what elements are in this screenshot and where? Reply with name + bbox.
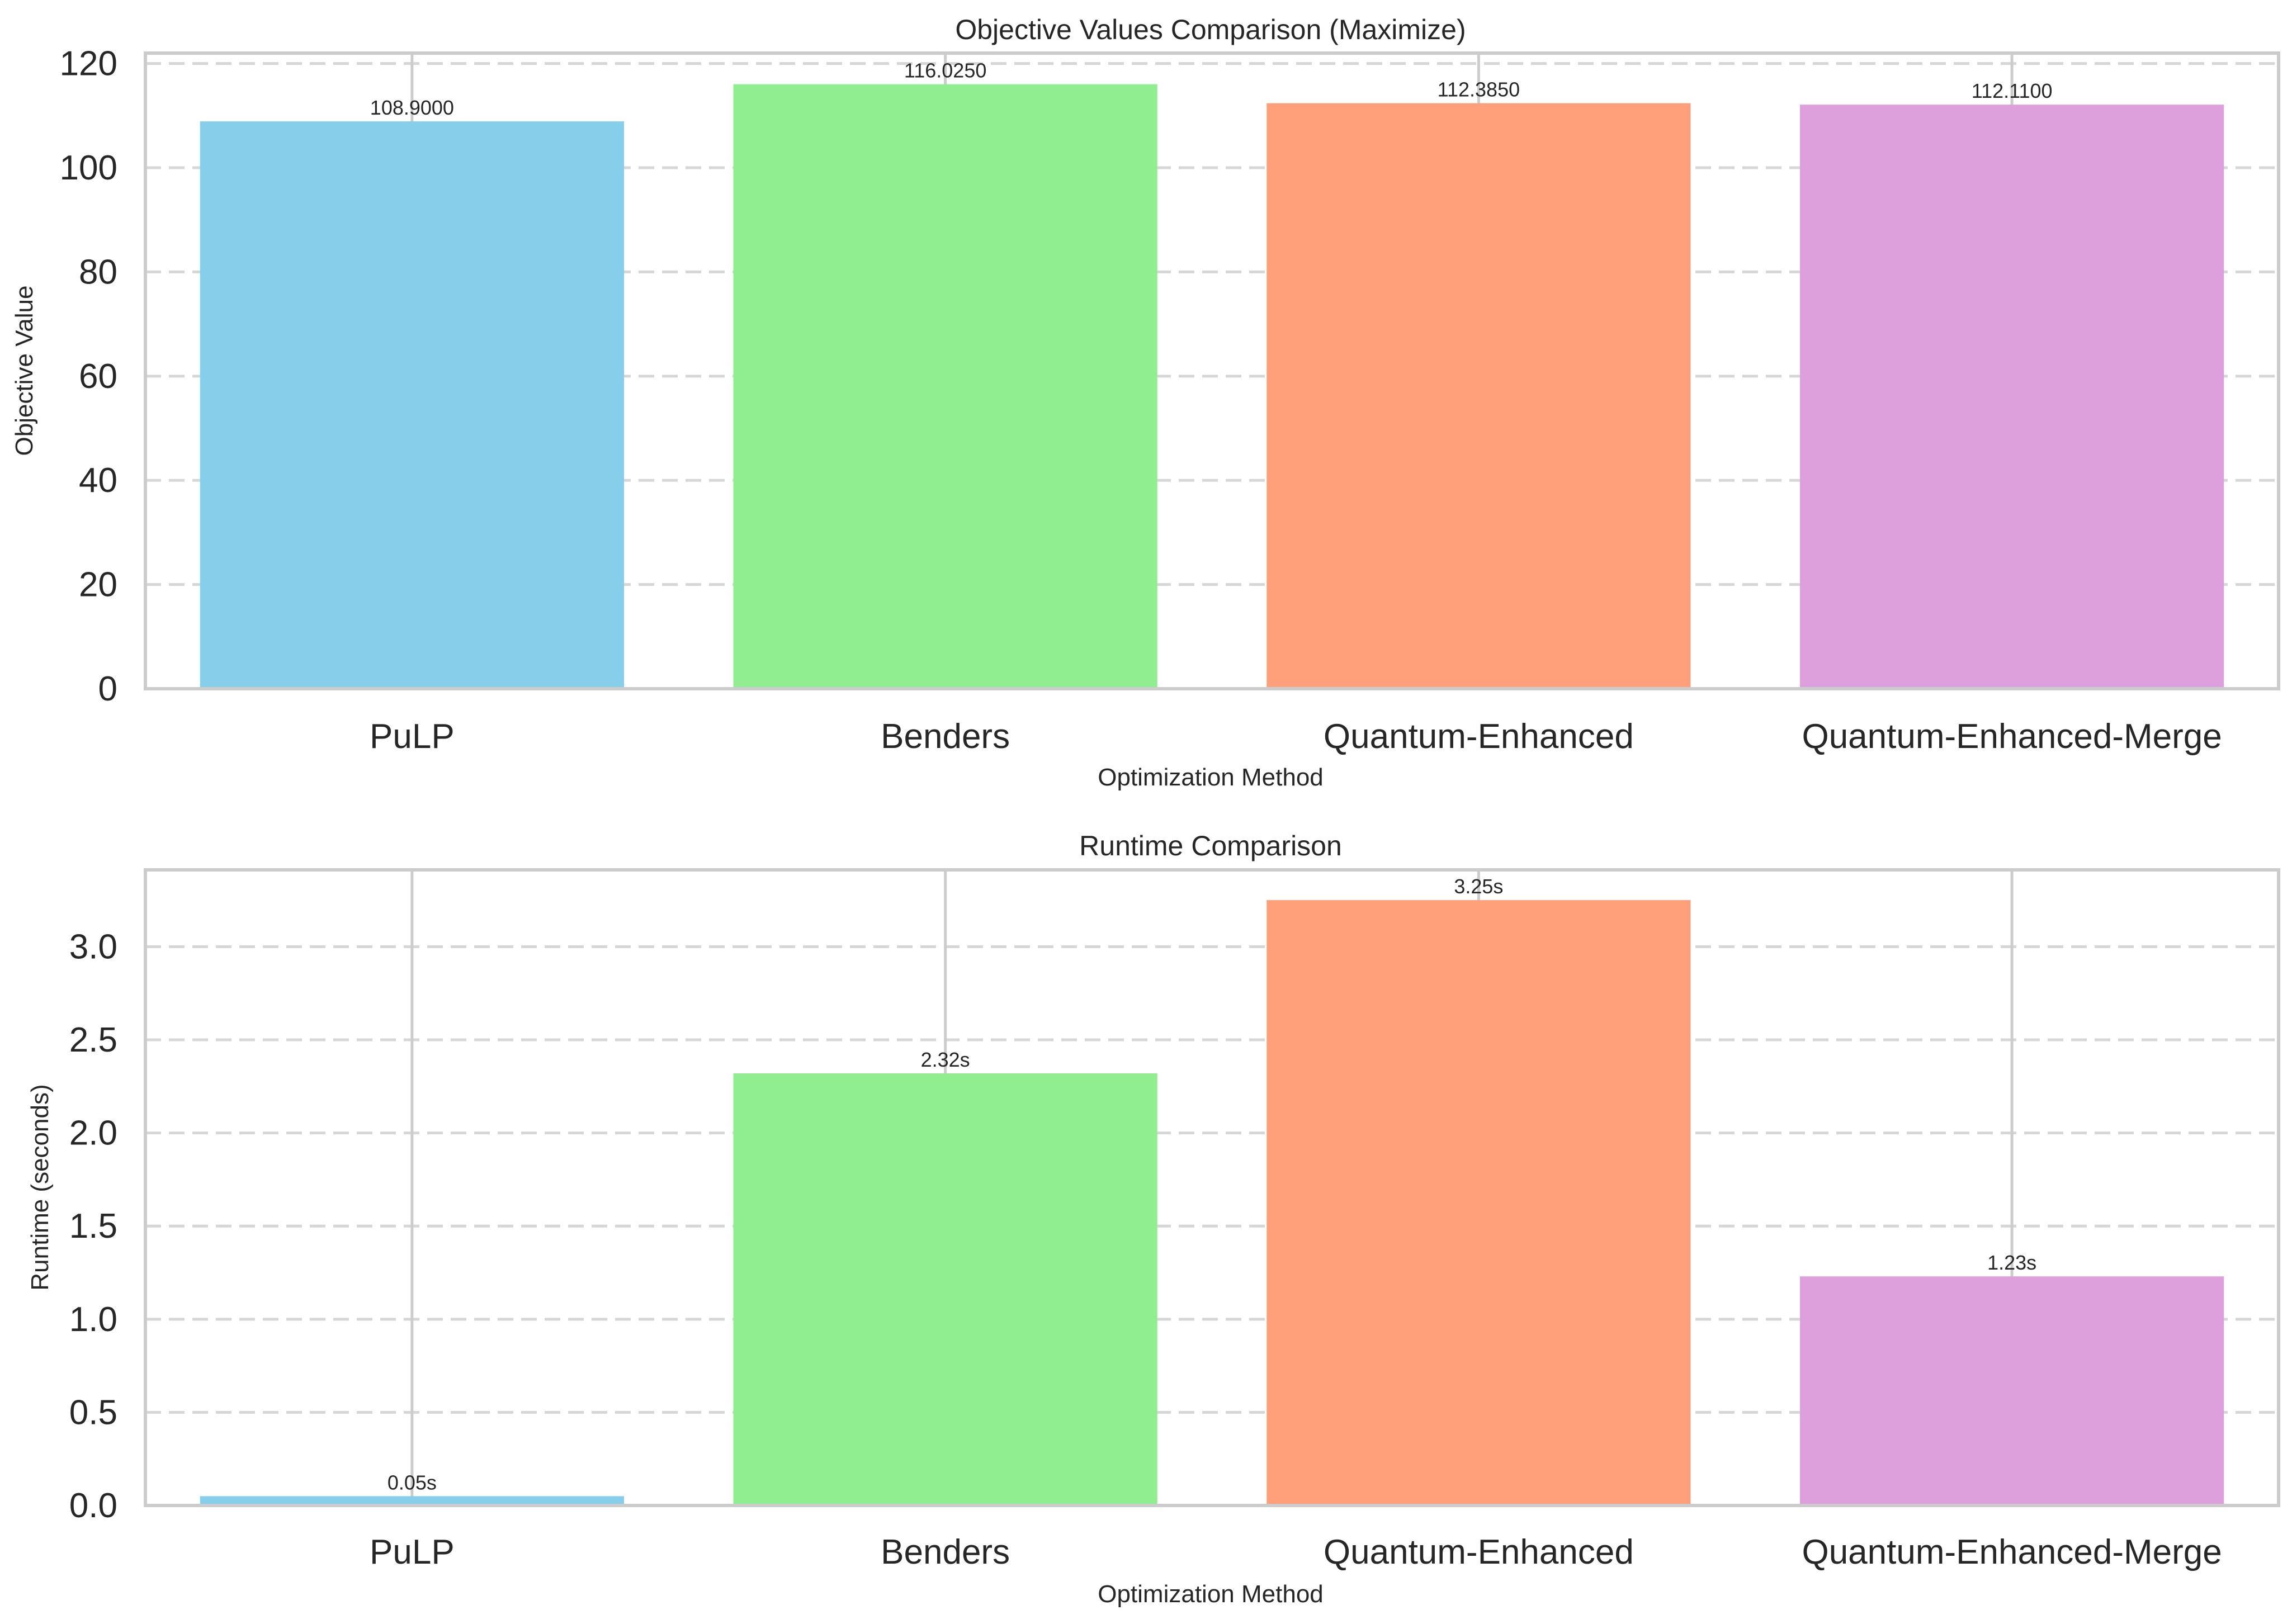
y-tick-label: 3.0 xyxy=(69,927,117,966)
y-tick-label: 80 xyxy=(79,253,117,291)
y-tick-label: 2.0 xyxy=(69,1114,117,1153)
x-axis-label: Optimization Method xyxy=(1098,764,1324,791)
data-label: 116.0250 xyxy=(904,59,986,82)
bar xyxy=(200,121,624,689)
x-tick-label: PuLP xyxy=(370,1533,455,1571)
x-tick-label: PuLP xyxy=(370,717,455,756)
y-tick-label: 2.5 xyxy=(69,1021,117,1059)
x-tick-label: Quantum-Enhanced xyxy=(1324,1533,1634,1571)
objective-chart-panel: Objective Values Comparison (Maximize) 0… xyxy=(11,14,2280,791)
bar xyxy=(733,84,1157,689)
data-label: 112.1100 xyxy=(1972,79,2053,102)
x-tick-label: Benders xyxy=(881,717,1010,756)
bar xyxy=(1800,1276,2224,1505)
chart-title: Runtime Comparison xyxy=(1079,830,1342,861)
bar xyxy=(1800,105,2224,689)
data-label: 2.32s xyxy=(921,1048,970,1071)
bar xyxy=(733,1073,1157,1505)
plot-frame xyxy=(144,51,2280,690)
y-tick-label: 0.5 xyxy=(69,1393,117,1432)
y-tick-label: 120 xyxy=(60,45,117,83)
runtime-chart-panel: Runtime Comparison 0.0 0.5 1.0 1.5 2.0 2.5 3.0… xyxy=(26,830,2280,1608)
y-tick-label: 20 xyxy=(79,566,117,604)
y-tick-label: 60 xyxy=(79,357,117,396)
data-label: 1.23s xyxy=(1987,1251,2036,1274)
x-tick-label: Quantum-Enhanced xyxy=(1324,717,1634,756)
y-tick-label: 1.5 xyxy=(69,1207,117,1246)
y-tick-label: 0.0 xyxy=(69,1486,117,1525)
chart-title: Objective Values Comparison (Maximize) xyxy=(955,14,1466,45)
bar xyxy=(200,1496,624,1505)
plot-frame xyxy=(144,868,2280,1507)
y-tick-label: 0 xyxy=(98,670,117,708)
x-tick-label: Benders xyxy=(881,1533,1010,1571)
x-axis-label: Optimization Method xyxy=(1098,1580,1324,1608)
bar xyxy=(1266,103,1691,689)
y-axis-label: Runtime (seconds) xyxy=(26,1084,54,1290)
data-label: 3.25s xyxy=(1454,875,1503,898)
y-tick-label: 1.0 xyxy=(69,1300,117,1339)
y-tick-label: 100 xyxy=(60,149,117,187)
data-label: 108.9000 xyxy=(370,96,454,119)
data-label: 112.3850 xyxy=(1438,78,1520,101)
y-axis-label: Objective Value xyxy=(11,286,38,456)
x-tick-label: Quantum-Enhanced-Merge xyxy=(1802,1533,2222,1571)
bar xyxy=(1266,900,1691,1505)
x-tick-label: Quantum-Enhanced-Merge xyxy=(1802,717,2222,756)
y-tick-label: 40 xyxy=(79,461,117,500)
data-label: 0.05s xyxy=(387,1471,437,1494)
